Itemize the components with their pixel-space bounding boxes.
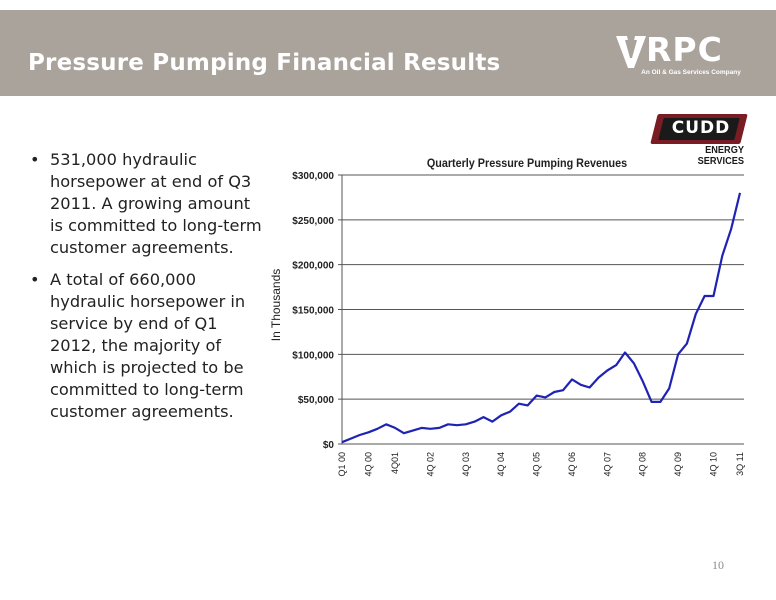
x-tick-label: 3Q 11 <box>735 452 745 476</box>
x-tick-label: 4Q 09 <box>673 452 683 477</box>
cudd-logo-subtitle: ENERGY SERVICES <box>697 145 744 167</box>
x-tick-label: 4Q 02 <box>425 452 435 477</box>
rpc-logo: RPC An Oil & Gas Services Company <box>616 30 758 84</box>
y-tick-label: $250,000 <box>292 216 334 227</box>
x-tick-label: 4Q 04 <box>496 452 506 477</box>
x-tick-labels: Q1 00 4Q 00 4Q01 4Q 02 4Q 03 4Q 04 4Q 05 4Q 06 4… <box>337 452 745 477</box>
cudd-logo-text: CUDD <box>671 118 731 138</box>
header-band <box>0 10 776 96</box>
slide-title: Pressure Pumping Financial Results <box>28 50 501 76</box>
x-tick-label: 4Q 03 <box>461 452 471 477</box>
y-tick-label: $150,000 <box>292 306 334 317</box>
x-tick-label: 4Q 08 <box>638 452 648 477</box>
chart-title: Quarterly Pressure Pumping Revenues <box>427 158 627 171</box>
rpc-logo-tagline: An Oil & Gas Services Company <box>641 69 741 76</box>
page-number: 10 <box>712 558 724 572</box>
bullet-list: 531,000 hydraulic horsepower at end of Q… <box>30 149 265 433</box>
x-tick-label: 4Q01 <box>390 452 400 474</box>
y-tick-label: $0 <box>323 440 335 451</box>
bullet-item: A total of 660,000 hydraulic horsepower … <box>30 269 265 423</box>
chart-gridlines <box>338 174 744 445</box>
x-tick-label: 4Q 00 <box>364 452 374 477</box>
cudd-logo: CUDD ENERGY SERVICES <box>650 114 748 167</box>
rpc-logo-text: RPC <box>646 30 723 69</box>
revenue-series-line <box>341 192 742 444</box>
y-axis-label: In Thousands <box>269 269 283 342</box>
bullet-item: 531,000 hydraulic horsepower at end of Q… <box>30 149 265 259</box>
y-tick-label: $100,000 <box>292 350 334 361</box>
x-tick-label: 4Q 06 <box>567 452 577 477</box>
revenue-chart: Quarterly Pressure Pumping Revenues In T… <box>269 158 745 477</box>
y-tick-labels: $0 $50,000 $100,000 $150,000 $200,000 $250,00… <box>292 171 334 451</box>
y-tick-label: $200,000 <box>292 261 334 272</box>
y-tick-label: $300,000 <box>292 171 334 182</box>
x-tick-label: 4Q 07 <box>602 452 612 477</box>
rpc-emblem-icon <box>616 36 646 68</box>
x-tick-label: 4Q 05 <box>532 452 542 477</box>
y-tick-label: $50,000 <box>298 395 335 406</box>
x-tick-label: Q1 00 <box>337 452 347 477</box>
chart-series <box>341 192 742 444</box>
x-tick-label: 4Q 10 <box>708 452 718 477</box>
